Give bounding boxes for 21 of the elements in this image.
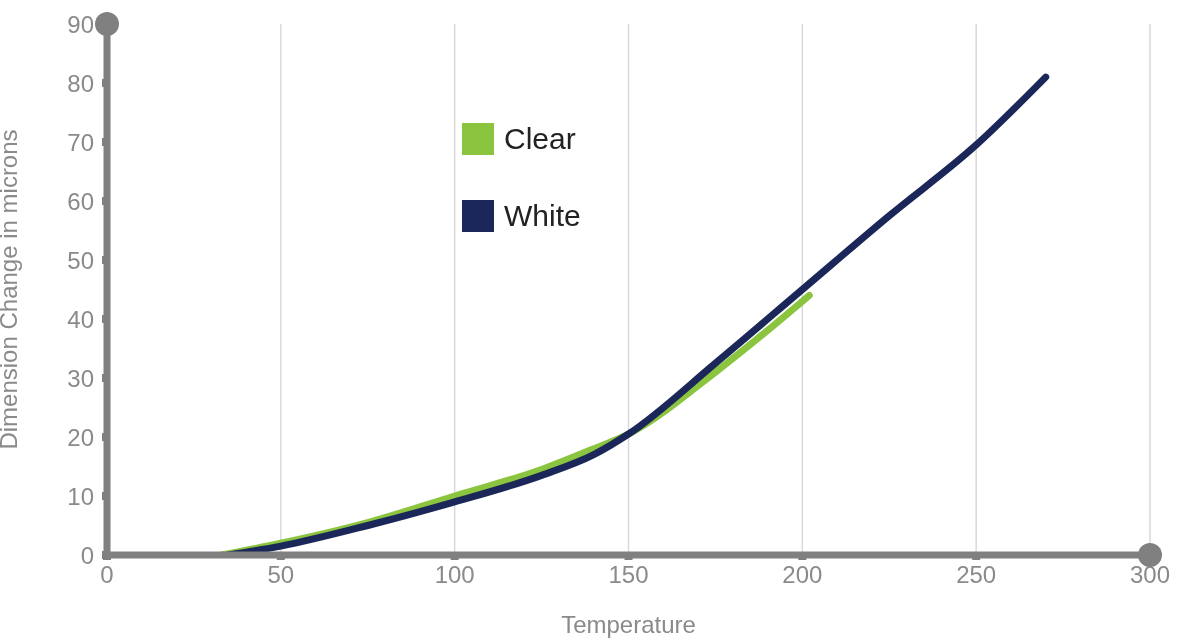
x-tick-label: 0: [100, 561, 114, 589]
x-tick-label: 300: [1129, 561, 1171, 589]
y-tick-label: 40: [67, 305, 94, 333]
x-tick-label: 250: [956, 561, 997, 589]
y-tick-label: 50: [67, 246, 94, 274]
y-tick-label: 30: [67, 364, 94, 392]
y-tick-label: 0: [80, 541, 94, 569]
x-tick-label: 200: [782, 561, 823, 589]
y-tick-label: 80: [67, 69, 94, 97]
x-tick-label: 150: [608, 561, 649, 589]
legend-label: Clear: [504, 121, 576, 156]
y-axis-title: Dimension Change in microns: [0, 129, 22, 450]
y-tick-label: 10: [67, 482, 94, 510]
y-tick-label: 20: [67, 423, 94, 451]
y-tick-label: 90: [67, 10, 94, 38]
legend-label: White: [504, 198, 581, 233]
x-axis-title: Temperature: [561, 611, 696, 638]
x-tick-label: 100: [434, 561, 475, 589]
y-tick-label: 70: [67, 128, 94, 156]
y-tick-label: 60: [67, 187, 94, 215]
x-tick-label: 50: [267, 561, 295, 589]
